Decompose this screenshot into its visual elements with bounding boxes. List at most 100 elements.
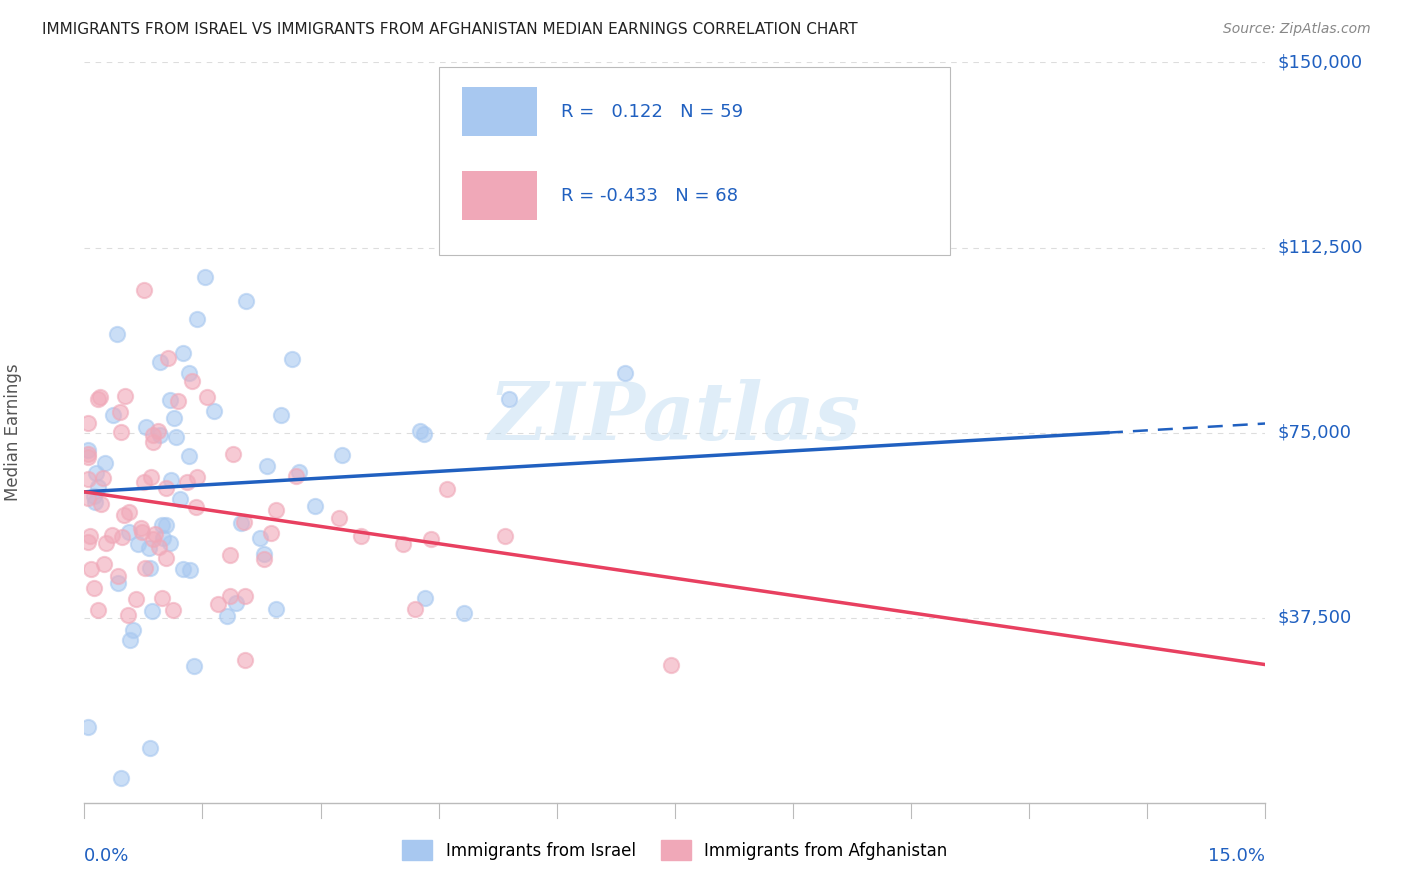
Point [232, 516, 254, 530]
Point [614, 366, 637, 380]
Text: Source: ZipAtlas.com: Source: ZipAtlas.com [1223, 22, 1371, 37]
Point [179, 366, 201, 380]
Point [83, 489, 105, 503]
Bar [463, 87, 537, 136]
Point [184, 500, 207, 514]
Point [661, 657, 683, 672]
Point [256, 458, 278, 473]
Point [159, 535, 181, 549]
Point [453, 607, 475, 621]
Point [143, 527, 166, 541]
Point [139, 561, 162, 575]
Point [117, 607, 139, 622]
Point [148, 540, 170, 554]
Point [87, 480, 110, 494]
Text: R =   0.122   N = 59: R = 0.122 N = 59 [561, 103, 742, 120]
Point [304, 500, 326, 514]
Point [77, 535, 100, 549]
Point [194, 269, 217, 284]
Point [93, 558, 115, 572]
Point [134, 560, 156, 574]
Point [110, 425, 132, 439]
Point [87, 603, 110, 617]
Point [162, 603, 184, 617]
Point [328, 511, 350, 525]
Point [91, 471, 114, 485]
Point [90, 497, 112, 511]
Point [142, 428, 165, 442]
Point [114, 389, 136, 403]
Point [186, 470, 208, 484]
Point [149, 355, 172, 369]
Point [222, 447, 245, 461]
Text: IMMIGRANTS FROM ISRAEL VS IMMIGRANTS FROM AFGHANISTAN MEDIAN EARNINGS CORRELATIO: IMMIGRANTS FROM ISRAEL VS IMMIGRANTS FRO… [42, 22, 858, 37]
Point [127, 537, 149, 551]
Text: 0.0%: 0.0% [84, 847, 129, 865]
Text: Median Earnings: Median Earnings [4, 364, 22, 501]
Point [134, 475, 156, 489]
Point [150, 518, 173, 533]
Point [288, 465, 311, 479]
Point [121, 623, 143, 637]
Point [77, 443, 100, 458]
Point [149, 428, 172, 442]
Point [215, 608, 238, 623]
Point [125, 592, 148, 607]
Point [101, 528, 124, 542]
Point [207, 597, 229, 611]
Point [83, 581, 105, 595]
Text: $112,500: $112,500 [1277, 238, 1362, 257]
Point [391, 537, 413, 551]
Point [260, 526, 283, 541]
Point [108, 405, 131, 419]
Point [218, 589, 240, 603]
Point [107, 569, 129, 583]
Point [169, 491, 191, 506]
Point [172, 346, 194, 360]
Point [186, 312, 208, 326]
Point [135, 420, 157, 434]
Point [167, 394, 190, 409]
Point [420, 532, 443, 546]
FancyBboxPatch shape [439, 68, 950, 255]
Point [79, 562, 101, 576]
Point [77, 450, 100, 464]
Text: R = -0.433   N = 68: R = -0.433 N = 68 [561, 186, 738, 204]
Point [409, 425, 432, 439]
Point [86, 392, 108, 407]
Point [195, 390, 218, 404]
Point [160, 473, 183, 487]
Point [436, 483, 458, 497]
Point [150, 591, 173, 606]
Text: 15.0%: 15.0% [1208, 847, 1265, 865]
Text: ZIPatlas: ZIPatlas [489, 379, 860, 457]
Point [498, 392, 520, 406]
Point [229, 516, 252, 531]
Point [163, 411, 186, 425]
Point [77, 472, 100, 486]
Point [179, 563, 201, 577]
Point [253, 551, 276, 566]
Point [249, 531, 271, 545]
Point [94, 535, 117, 549]
Point [118, 505, 141, 519]
Point [77, 720, 100, 734]
Point [494, 528, 516, 542]
Point [77, 417, 100, 431]
Point [266, 503, 288, 517]
Point [219, 548, 242, 562]
Point [155, 517, 177, 532]
Point [118, 525, 141, 540]
Point [179, 449, 201, 463]
Point [281, 351, 304, 366]
Point [155, 550, 177, 565]
Point [155, 481, 177, 495]
Point [93, 456, 115, 470]
Point [84, 495, 107, 509]
Point [77, 491, 100, 505]
Legend: Immigrants from Israel, Immigrants from Afghanistan: Immigrants from Israel, Immigrants from … [394, 831, 956, 869]
Point [350, 529, 373, 543]
Text: $150,000: $150,000 [1277, 54, 1362, 71]
Point [330, 448, 353, 462]
Point [157, 351, 180, 365]
